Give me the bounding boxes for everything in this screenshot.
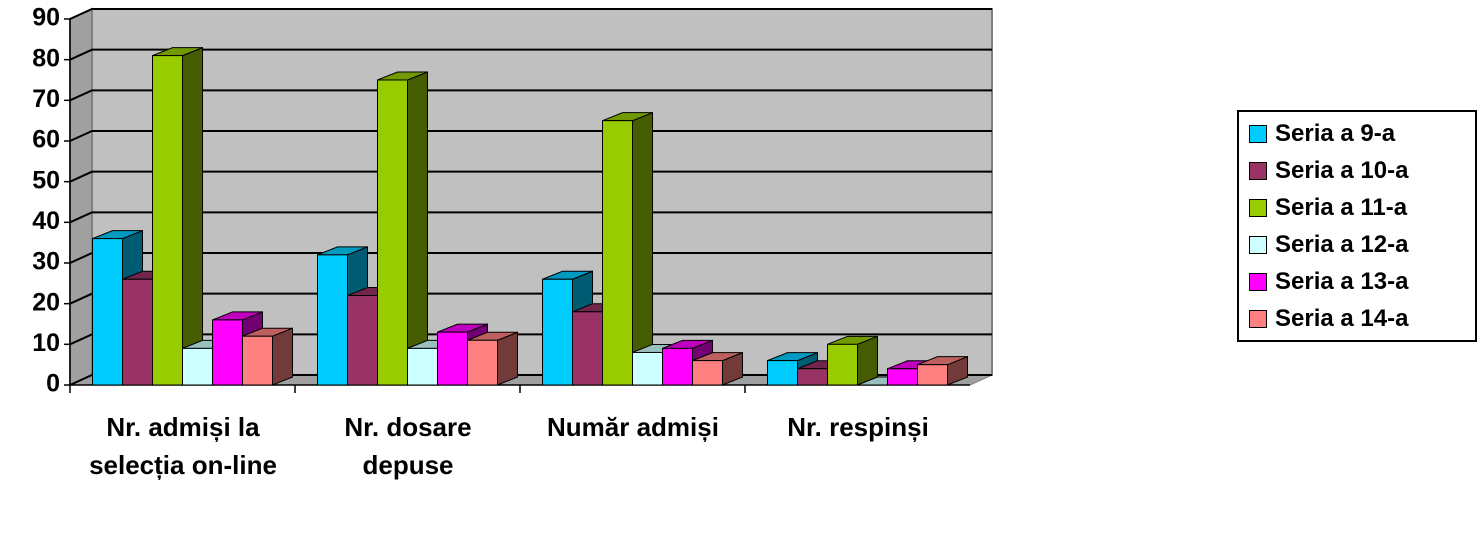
y-tick-label: 70 — [32, 85, 60, 113]
bar-front — [662, 347, 693, 386]
y-tick-label: 0 — [46, 370, 60, 398]
legend-item: Seria a 13-a — [1249, 268, 1408, 296]
y-tick-label: 30 — [32, 248, 60, 276]
legend-label: Seria a 9-a — [1275, 120, 1396, 147]
legend-swatch — [1249, 125, 1267, 143]
legend-item: Seria a 14-a — [1249, 305, 1408, 333]
bar-front — [212, 319, 243, 386]
bar-front — [602, 120, 633, 386]
bar-front — [767, 360, 798, 386]
bar-front — [182, 347, 213, 386]
legend-item: Seria a 12-a — [1249, 231, 1408, 259]
x-tick-label: Nr. admiși la selecția on-line — [89, 412, 277, 480]
legend-label: Seria a 12-a — [1275, 231, 1409, 258]
bar-side — [407, 71, 428, 386]
side-wall — [69, 7, 93, 387]
bar-front — [917, 364, 948, 386]
y-tick-label: 80 — [32, 44, 60, 72]
y-tick-label: 10 — [32, 329, 60, 357]
bar — [917, 355, 968, 386]
bar-front — [572, 311, 603, 386]
legend-swatch — [1249, 310, 1267, 328]
legend-item: Seria a 10-a — [1249, 157, 1408, 185]
bar-front — [242, 335, 273, 386]
bar-front — [632, 351, 663, 386]
legend: Seria a 9-a Seria a 10-a Seria a 11-a Seria… — [1237, 110, 1477, 342]
y-tick-label: 40 — [32, 207, 60, 235]
bar — [692, 351, 743, 386]
bar-front — [797, 368, 828, 386]
bar — [602, 111, 653, 386]
legend-swatch — [1249, 162, 1267, 180]
bar — [827, 335, 878, 386]
legend-label: Seria a 10-a — [1275, 157, 1409, 184]
bar-front — [317, 254, 348, 386]
bar-front — [887, 368, 918, 386]
bar-front — [437, 331, 468, 386]
x-tick-label: Nr. respinși — [787, 412, 929, 442]
legend-swatch — [1249, 273, 1267, 291]
legend-label: Seria a 13-a — [1275, 268, 1409, 295]
x-tick-label: Nr. dosare depuse — [344, 412, 472, 480]
bar-side — [632, 111, 653, 386]
y-tick-label: 60 — [32, 126, 60, 154]
grid-line — [69, 211, 992, 224]
bar-front — [827, 343, 858, 386]
bar-front — [407, 347, 438, 386]
grid-line — [69, 8, 992, 20]
bar — [467, 331, 518, 386]
bar-front — [122, 278, 153, 386]
bar — [377, 71, 428, 386]
bar-front — [347, 295, 378, 386]
grid-line — [69, 89, 992, 102]
bar — [242, 327, 293, 386]
bar-front — [377, 79, 408, 386]
legend-label: Seria a 14-a — [1275, 305, 1409, 332]
y-tick-label: 50 — [32, 166, 60, 194]
grid-line — [69, 170, 992, 183]
y-tick-label: 20 — [32, 288, 60, 316]
bar-side — [497, 331, 518, 386]
legend-swatch — [1249, 236, 1267, 254]
bar-front — [542, 278, 573, 386]
bar — [152, 46, 203, 386]
bar-front — [692, 360, 723, 386]
grid-line — [69, 130, 992, 142]
legend-swatch — [1249, 199, 1267, 217]
bar-front — [467, 339, 498, 386]
bar-side — [182, 46, 203, 386]
x-tick-label: Număr admiși — [547, 412, 719, 442]
bar-front — [92, 238, 123, 386]
legend-item: Seria a 11-a — [1249, 194, 1407, 222]
bar-front — [152, 55, 183, 386]
legend-item: Seria a 9-a — [1249, 120, 1395, 148]
y-tick-label: 90 — [32, 4, 60, 32]
bar-side — [272, 327, 293, 386]
grid-line — [69, 48, 992, 61]
legend-label: Seria a 11-a — [1275, 194, 1408, 221]
